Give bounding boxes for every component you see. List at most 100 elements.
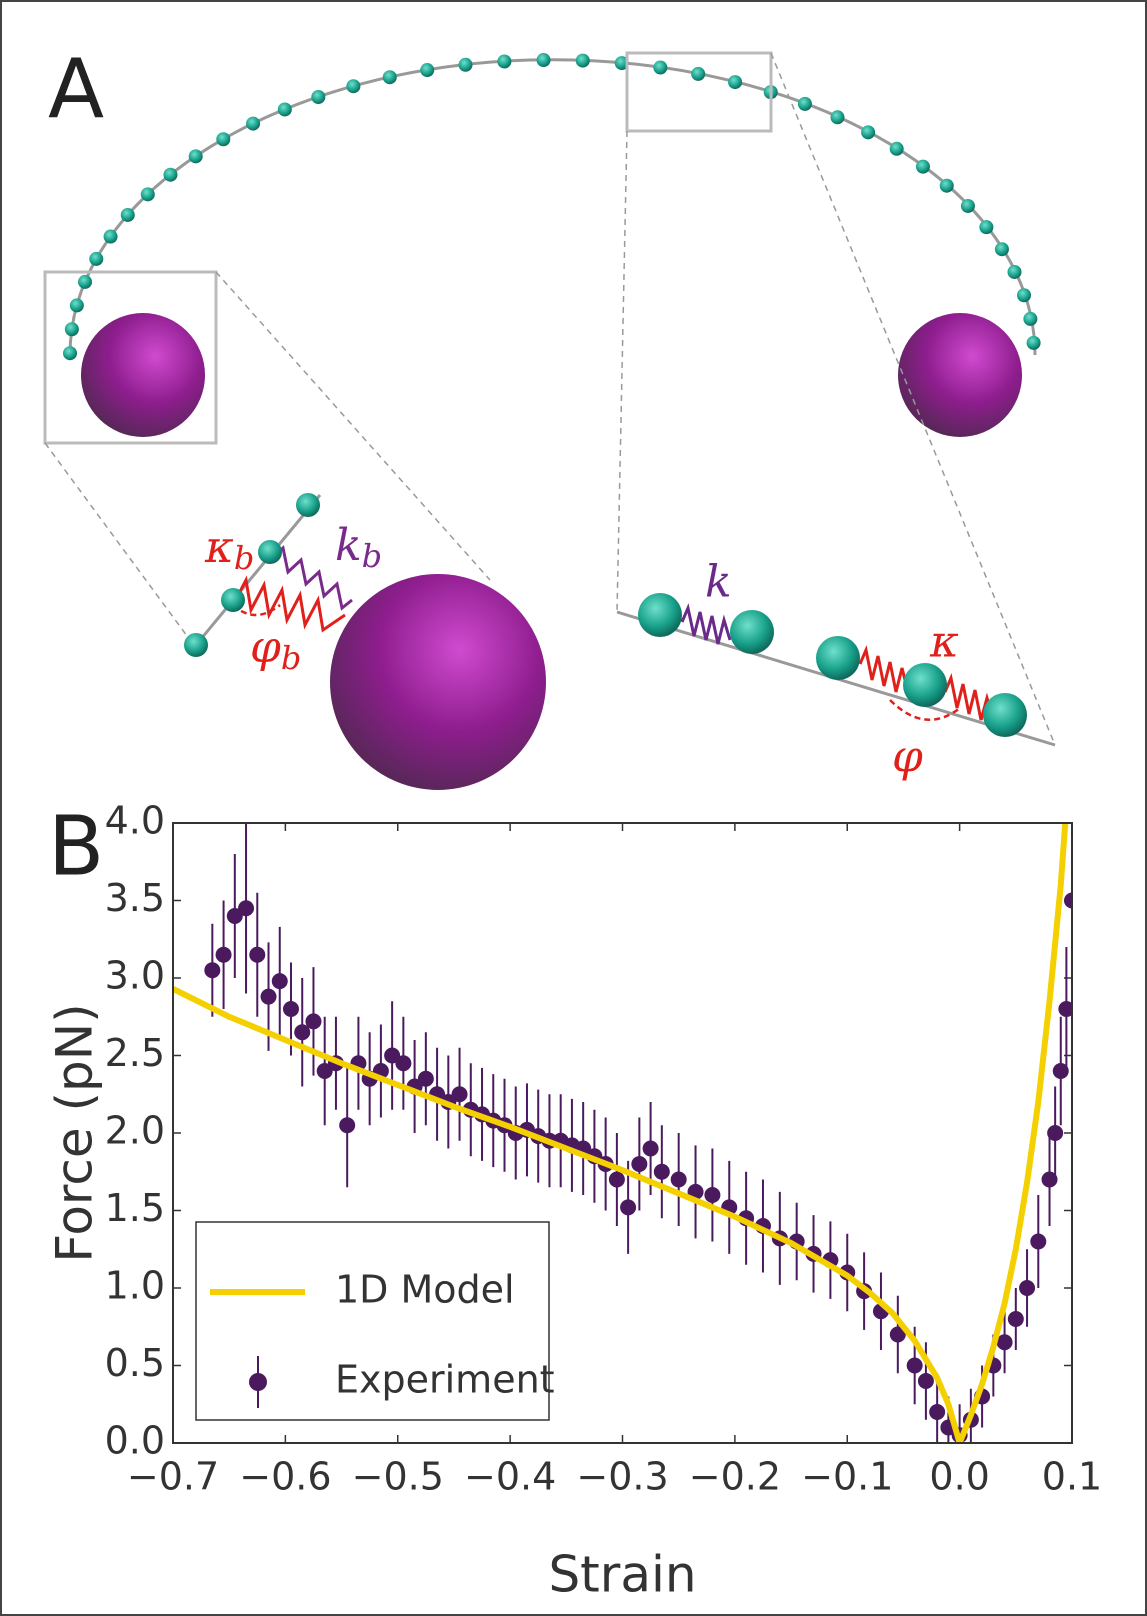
y-tick-label: 4.0 (105, 799, 165, 843)
bead (983, 693, 1027, 737)
x-tick-label: −0.6 (239, 1455, 331, 1499)
spring (231, 575, 346, 633)
bead (638, 593, 682, 637)
symbol-label: kb (335, 520, 382, 575)
spring (943, 672, 992, 721)
x-tick-label: −0.3 (576, 1455, 668, 1499)
angle-arc (889, 699, 961, 721)
bead (346, 79, 361, 94)
bead (311, 89, 326, 104)
y-tick-label: 0.5 (105, 1341, 165, 1385)
bead (903, 663, 947, 707)
data-point (889, 1326, 906, 1343)
data-point (260, 988, 277, 1005)
bead (889, 141, 904, 156)
model-line (173, 823, 1069, 1443)
symbol: φ (250, 622, 281, 673)
data-point (249, 946, 266, 963)
x-tick-label: −0.4 (464, 1455, 556, 1499)
bead (420, 63, 435, 78)
plot-frame (172, 822, 1073, 1444)
subscript: b (281, 639, 301, 677)
x-tick-label: −0.7 (127, 1455, 219, 1499)
bead (103, 229, 118, 244)
bead (728, 75, 743, 90)
bead (830, 110, 845, 125)
bead (861, 125, 876, 140)
data-point (608, 1171, 625, 1188)
data-point (226, 908, 243, 924)
panel-label: A (48, 42, 104, 137)
bead (296, 493, 320, 517)
x-tick-label: −0.5 (352, 1455, 444, 1499)
bead (816, 636, 860, 680)
spring (680, 603, 732, 645)
chart: 0.00.51.01.52.02.53.03.54.0−0.7 −0.6 −0.5−… (46, 799, 1103, 1604)
data-point (1019, 1280, 1036, 1296)
beads (63, 53, 1041, 361)
data-point (1030, 1233, 1047, 1250)
symbol-label: φ (892, 732, 923, 783)
bead (730, 610, 774, 654)
x-tick-label: −0.1 (801, 1455, 893, 1499)
legend-label: Experiment (335, 1358, 555, 1402)
x-tick-label: −0.2 (689, 1455, 781, 1499)
bead (89, 251, 104, 266)
symbol-label: k (705, 557, 732, 608)
bead (1026, 335, 1041, 350)
bead (120, 207, 135, 222)
bead (691, 66, 706, 81)
bead (246, 116, 261, 131)
subscript: b (234, 539, 254, 577)
y-tick-label: 2.0 (105, 1109, 165, 1153)
data-point (316, 1063, 333, 1079)
zoom-box (43, 270, 218, 445)
data-point (917, 1373, 934, 1389)
bead (258, 540, 282, 564)
symbol-label: κb (204, 522, 254, 577)
plot-area (173, 823, 1072, 1443)
bead-sphere (81, 313, 205, 437)
data-point (670, 1171, 687, 1188)
data-point (451, 1086, 468, 1103)
spring (858, 644, 907, 693)
bead (78, 274, 93, 289)
symbol-label: κ (929, 617, 959, 668)
legend: 1D Model Experiment (195, 1221, 555, 1421)
bead (188, 149, 203, 164)
data-point (395, 1055, 412, 1072)
bead (797, 96, 812, 111)
bead (69, 298, 84, 313)
bead (915, 159, 930, 174)
bead (458, 57, 473, 72)
panel-a: A κb kb φb k κ φ (43, 42, 1056, 790)
bead (1007, 264, 1022, 279)
symbol: κ (204, 522, 234, 573)
bead (497, 54, 512, 69)
bead (939, 178, 954, 193)
y-tick-label: 0.0 (105, 1419, 165, 1463)
y-tick-label: 3.5 (105, 876, 165, 920)
spring (268, 545, 353, 611)
bead (994, 242, 1009, 257)
x-tick-label: 0.1 (1042, 1455, 1102, 1499)
bead (216, 132, 231, 147)
data-point (305, 1013, 322, 1030)
data-point (271, 973, 288, 990)
data-point (996, 1334, 1013, 1351)
bead (64, 322, 79, 337)
subscript: b (362, 537, 382, 575)
data-point (1041, 1171, 1058, 1188)
data-point (215, 946, 232, 963)
bead (221, 588, 245, 612)
bead (960, 198, 975, 213)
bead (163, 167, 178, 182)
data-point (294, 1024, 311, 1041)
data-point (238, 900, 255, 917)
bead (277, 102, 292, 117)
bead (979, 220, 994, 235)
bead (63, 346, 78, 361)
bead (140, 187, 155, 202)
data-point (384, 1047, 401, 1064)
